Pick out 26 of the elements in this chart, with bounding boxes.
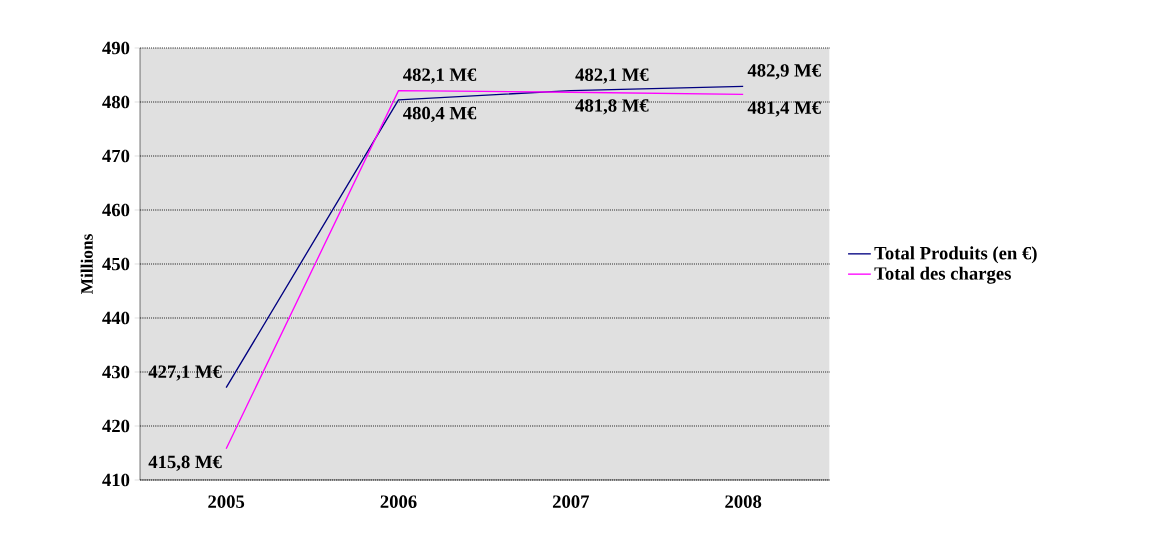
data-label: 480,4 M€: [403, 106, 477, 123]
legend-label: Total des charges: [874, 266, 1011, 284]
data-label: 481,8 M€: [575, 99, 649, 115]
data-label: 415,8 M€: [148, 455, 222, 471]
y-tick-label: 420: [102, 419, 130, 433]
x-tick-label: 2008: [725, 495, 762, 508]
y-tick-label: 450: [102, 257, 130, 271]
x-tick-label: 2007: [552, 495, 590, 508]
x-tick-label: 2006: [380, 495, 417, 508]
legend-label: Total Produits (en €): [874, 246, 1037, 264]
y-tick-label: 410: [102, 473, 130, 487]
data-label: 482,9 M€: [747, 64, 821, 80]
y-tick-label: 470: [102, 149, 130, 163]
line-series: [225, 89, 744, 450]
y-axis-title: Millions: [80, 234, 93, 295]
y-tick-label: 430: [102, 365, 130, 379]
y-tick-label: 440: [102, 311, 130, 325]
data-label: 427,1 M€: [148, 365, 222, 381]
y-tick-label: 460: [102, 203, 130, 217]
data-label: 482,1 M€: [403, 68, 477, 84]
y-tick-label: 480: [102, 95, 130, 109]
line-series: [225, 85, 744, 389]
y-tick-label: 490: [102, 41, 130, 55]
data-label: 482,1 M€: [575, 68, 649, 84]
x-tick-label: 2005: [208, 495, 245, 508]
data-label: 481,4 M€: [747, 101, 821, 117]
